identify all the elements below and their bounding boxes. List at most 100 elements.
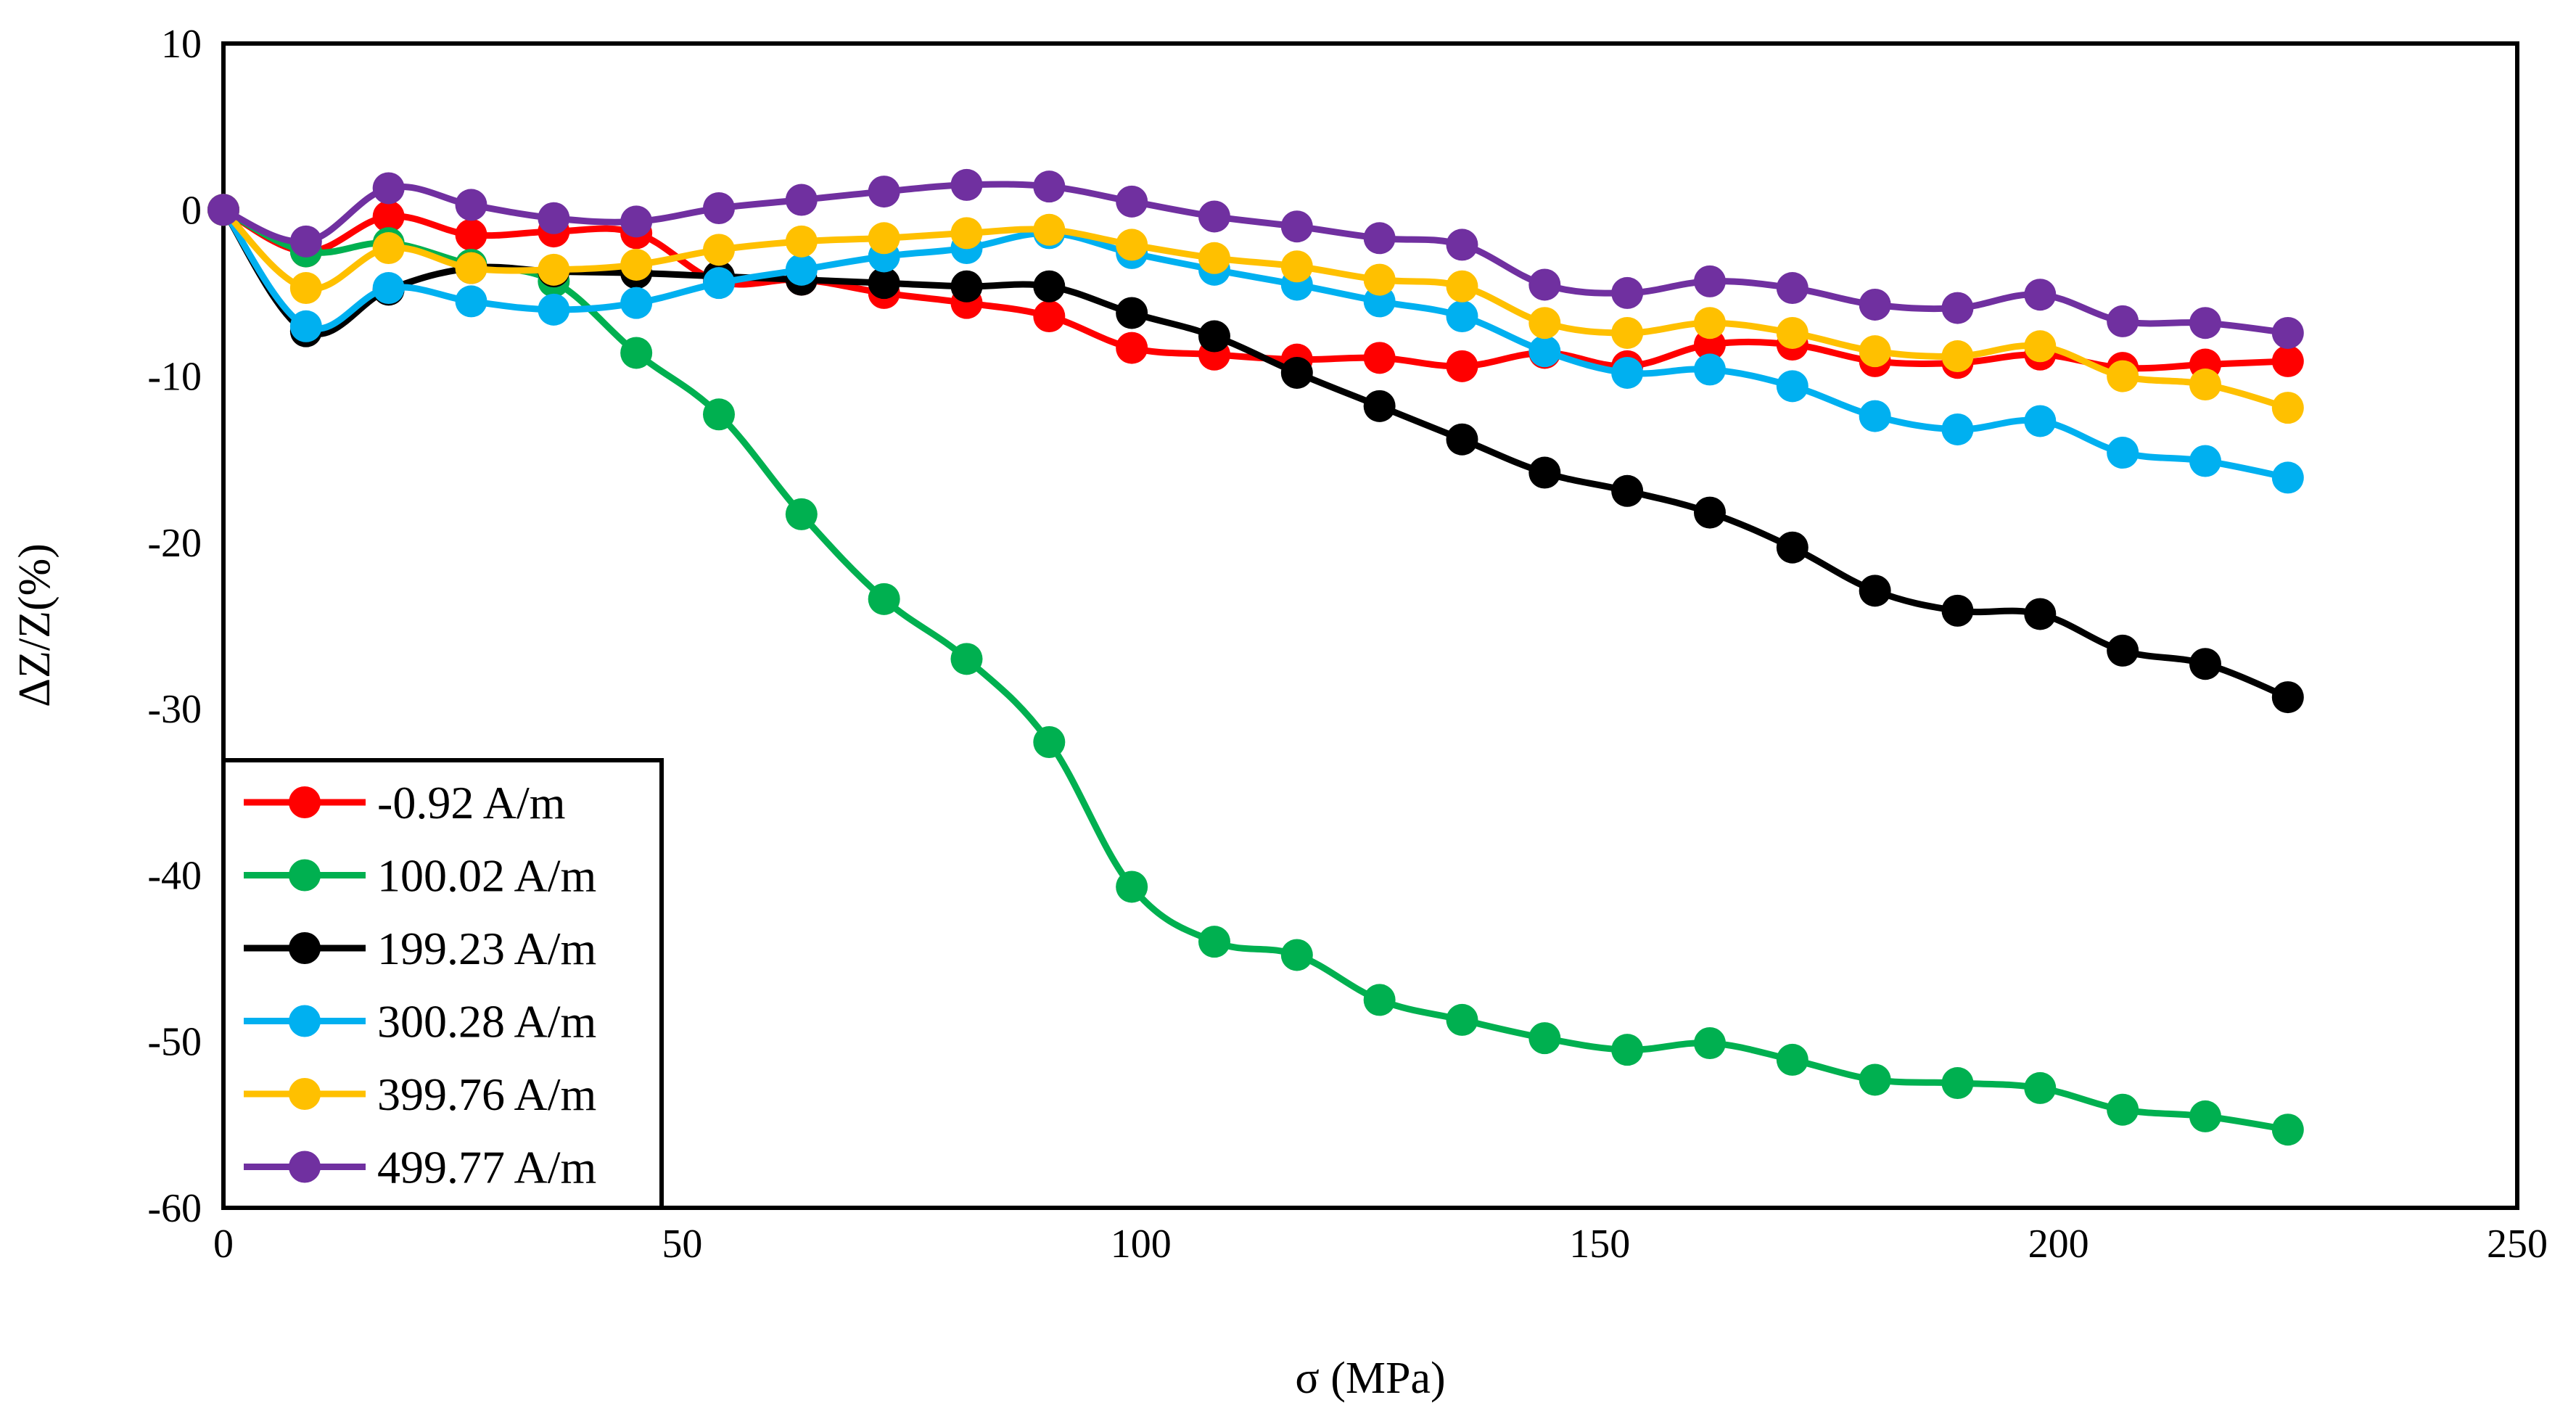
legend: -0.92 A/m 100.02 A/m 199.23 A/m 300.28 A/m 3… <box>221 758 664 1210</box>
data-point <box>1611 474 1644 507</box>
data-point <box>2107 360 2139 392</box>
data-point <box>2189 369 2221 401</box>
data-point <box>207 194 239 226</box>
data-point <box>455 189 487 221</box>
series-line-199-23-a-m <box>221 207 2289 701</box>
legend-item-499-77-a-m: 499.77 A/m <box>244 1142 596 1193</box>
data-point <box>372 232 405 265</box>
data-point <box>620 287 653 319</box>
data-point <box>1446 350 1478 382</box>
data-point <box>372 172 405 205</box>
data-point <box>702 234 735 266</box>
data-point <box>950 217 983 250</box>
data-point <box>1033 170 1066 203</box>
x-tick-label: 100 <box>1111 1222 1172 1267</box>
series-300-28-a-m <box>207 194 2304 494</box>
data-point <box>1198 242 1230 274</box>
data-point <box>1528 1022 1561 1055</box>
legend-item-0-92-a-m: -0.92 A/m <box>244 777 566 828</box>
data-point <box>785 184 818 216</box>
data-point <box>2024 279 2057 311</box>
data-point <box>1033 300 1066 333</box>
legend-label: 499.77 A/m <box>377 1142 596 1193</box>
data-point <box>1776 531 1808 564</box>
legend-box <box>221 758 664 1210</box>
data-point <box>1116 297 1148 329</box>
data-point <box>2271 681 2304 714</box>
data-point <box>1446 423 1478 456</box>
y-tick-label: 0 <box>181 188 202 233</box>
y-tick-label: 10 <box>161 22 202 67</box>
data-point <box>2271 392 2304 424</box>
legend-label: 399.76 A/m <box>377 1069 596 1120</box>
data-point <box>1941 340 1974 373</box>
data-point <box>455 252 487 284</box>
data-point <box>1280 210 1313 243</box>
data-point <box>2271 345 2304 377</box>
data-point <box>455 218 487 251</box>
data-point <box>868 222 900 255</box>
data-point <box>1859 1063 1891 1096</box>
x-axis-title: σ (MPa) <box>1295 1354 1445 1403</box>
data-point <box>2271 1114 2304 1146</box>
data-point <box>1693 353 1726 386</box>
data-point <box>1116 229 1148 261</box>
x-tick-label: 200 <box>2028 1222 2089 1267</box>
data-point <box>1693 307 1726 339</box>
data-point <box>1941 594 1974 627</box>
data-point <box>1280 939 1313 971</box>
series-layer <box>207 168 2304 1146</box>
data-point <box>289 272 322 305</box>
data-point <box>1693 496 1726 529</box>
data-point <box>455 285 487 318</box>
data-point <box>950 643 983 675</box>
data-point <box>702 398 735 431</box>
data-point <box>372 200 405 233</box>
data-point <box>1198 320 1230 353</box>
data-point <box>785 253 818 286</box>
data-point <box>1280 356 1313 389</box>
data-point <box>1363 263 1396 296</box>
legend-item-100-02-a-m: 100.02 A/m <box>244 850 596 902</box>
plot-area <box>207 41 2519 1210</box>
y-tick-label: -50 <box>147 1020 202 1065</box>
data-point <box>868 176 900 208</box>
data-point <box>1528 268 1561 301</box>
legend-swatch-marker <box>289 932 321 964</box>
x-tick-label: 50 <box>662 1222 702 1267</box>
legend-label: 100.02 A/m <box>377 850 596 902</box>
y-tick-label: -10 <box>147 355 202 400</box>
data-point <box>1776 370 1808 403</box>
legend-swatch-marker <box>289 1005 321 1037</box>
data-point <box>289 310 322 342</box>
data-point <box>1446 229 1478 261</box>
data-point <box>2024 598 2057 630</box>
x-tick-label: 0 <box>213 1222 234 1267</box>
data-point <box>1033 270 1066 303</box>
data-point <box>1528 456 1561 489</box>
data-point <box>2024 330 2057 363</box>
data-point <box>372 272 405 305</box>
data-point <box>1859 400 1891 432</box>
data-point <box>1941 1067 1974 1100</box>
data-point <box>1198 200 1230 233</box>
data-point <box>1363 342 1396 374</box>
data-point <box>2107 1093 2139 1126</box>
data-point <box>2024 405 2057 437</box>
data-point <box>1859 288 1891 321</box>
data-point <box>1859 575 1891 607</box>
data-point <box>289 225 322 258</box>
x-tick-label: 150 <box>1569 1222 1630 1267</box>
data-point <box>1611 1034 1644 1066</box>
data-point <box>2107 634 2139 667</box>
series-line-300-28-a-m <box>221 207 2289 481</box>
series-line-0-92-a-m <box>221 207 2288 372</box>
y-tick-label: -30 <box>147 687 202 732</box>
legend-swatch-marker <box>289 1151 321 1183</box>
data-point <box>1941 292 1974 324</box>
data-point <box>1116 185 1148 218</box>
data-point <box>2107 437 2139 469</box>
data-point <box>620 248 653 281</box>
data-point <box>1776 316 1808 349</box>
